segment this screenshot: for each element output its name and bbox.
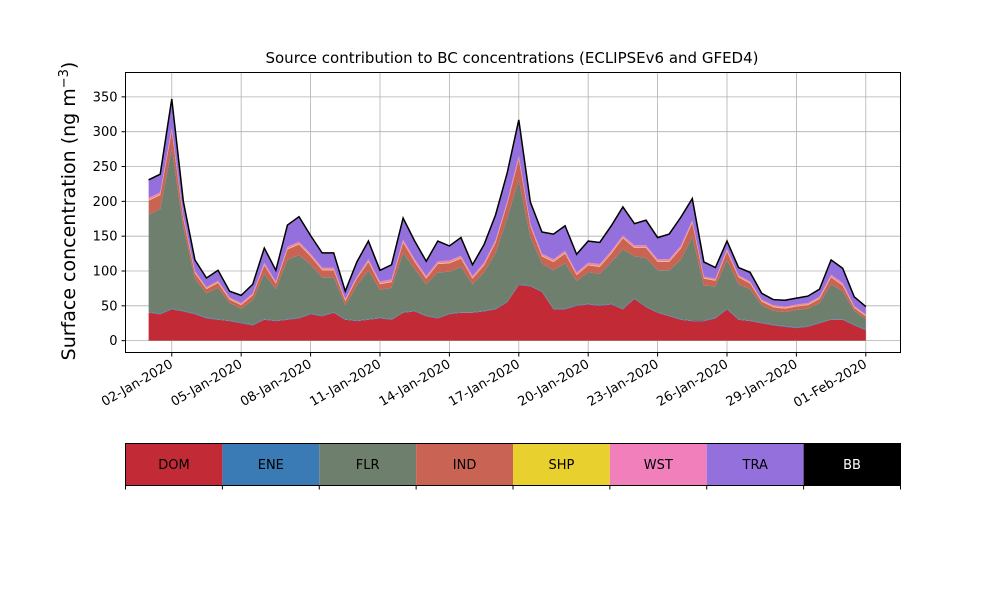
area-tra (148, 99, 866, 315)
total-line (148, 98, 867, 308)
y-tick-label: 150 (93, 230, 118, 245)
area-dom (148, 284, 866, 341)
legend-label-ind: IND (453, 458, 477, 473)
y-tick-label: 0 (109, 334, 117, 349)
legend-swatch-flr (319, 443, 417, 486)
plot-frame (125, 72, 901, 353)
x-tick-label: 29-Jan-2020 (724, 357, 801, 410)
y-tick-label: 100 (93, 265, 118, 280)
x-tick-label: 02-Jan-2020 (99, 357, 176, 410)
legend-colorbar: DOM ENE FLR IND SHP WST TRA BB (125, 443, 901, 490)
y-tick-label: 300 (93, 125, 118, 140)
legend-label-ene: ENE (258, 458, 284, 473)
legend-swatch-dom (125, 443, 223, 486)
x-tick-label: 20-Jan-2020 (516, 357, 593, 410)
legend-label-tra: TRA (742, 458, 768, 473)
x-tick-label: 23-Jan-2020 (585, 357, 662, 410)
legend-swatch-wst (609, 443, 707, 486)
legend-label-wst: WST (644, 458, 673, 473)
legend-swatch-ind (416, 443, 513, 486)
area-wst (148, 127, 866, 316)
x-tick-label: 05-Jan-2020 (169, 357, 246, 410)
area-shp (148, 130, 866, 317)
legend-swatch-bb (803, 443, 901, 486)
x-axis-ticks: 02-Jan-202005-Jan-202008-Jan-202011-Jan-… (99, 352, 870, 411)
x-tick-label: 17-Jan-2020 (446, 357, 523, 410)
area-ind (148, 131, 866, 320)
legend-label-shp: SHP (549, 458, 575, 473)
y-tick-label: 200 (93, 195, 118, 210)
legend-label-bb: BB (843, 458, 861, 473)
legend-swatch-tra (706, 443, 804, 486)
legend-label-flr: FLR (356, 458, 380, 473)
chart-title: Source contribution to BC concentrations… (265, 49, 758, 67)
area-flr (148, 148, 866, 330)
y-tick-label: 250 (93, 160, 118, 175)
x-tick-label: 01-Feb-2020 (791, 357, 870, 411)
stacked-areas (148, 98, 867, 341)
x-tick-label: 08-Jan-2020 (238, 357, 315, 410)
legend-label-dom: DOM (158, 458, 189, 473)
y-tick-label: 50 (101, 299, 118, 314)
x-tick-label: 11-Jan-2020 (307, 357, 384, 410)
x-tick-label: 26-Jan-2020 (654, 357, 731, 410)
y-axis-ticks: 0 50 100 150 200 250 300 350 (93, 90, 126, 349)
y-axis-label: Surface concentration (ng m−3) (57, 62, 80, 361)
x-tick-label: 14-Jan-2020 (377, 357, 454, 410)
y-tick-label: 350 (93, 90, 118, 105)
legend-swatch-ene (222, 443, 320, 486)
legend-swatch-shp (513, 443, 610, 486)
